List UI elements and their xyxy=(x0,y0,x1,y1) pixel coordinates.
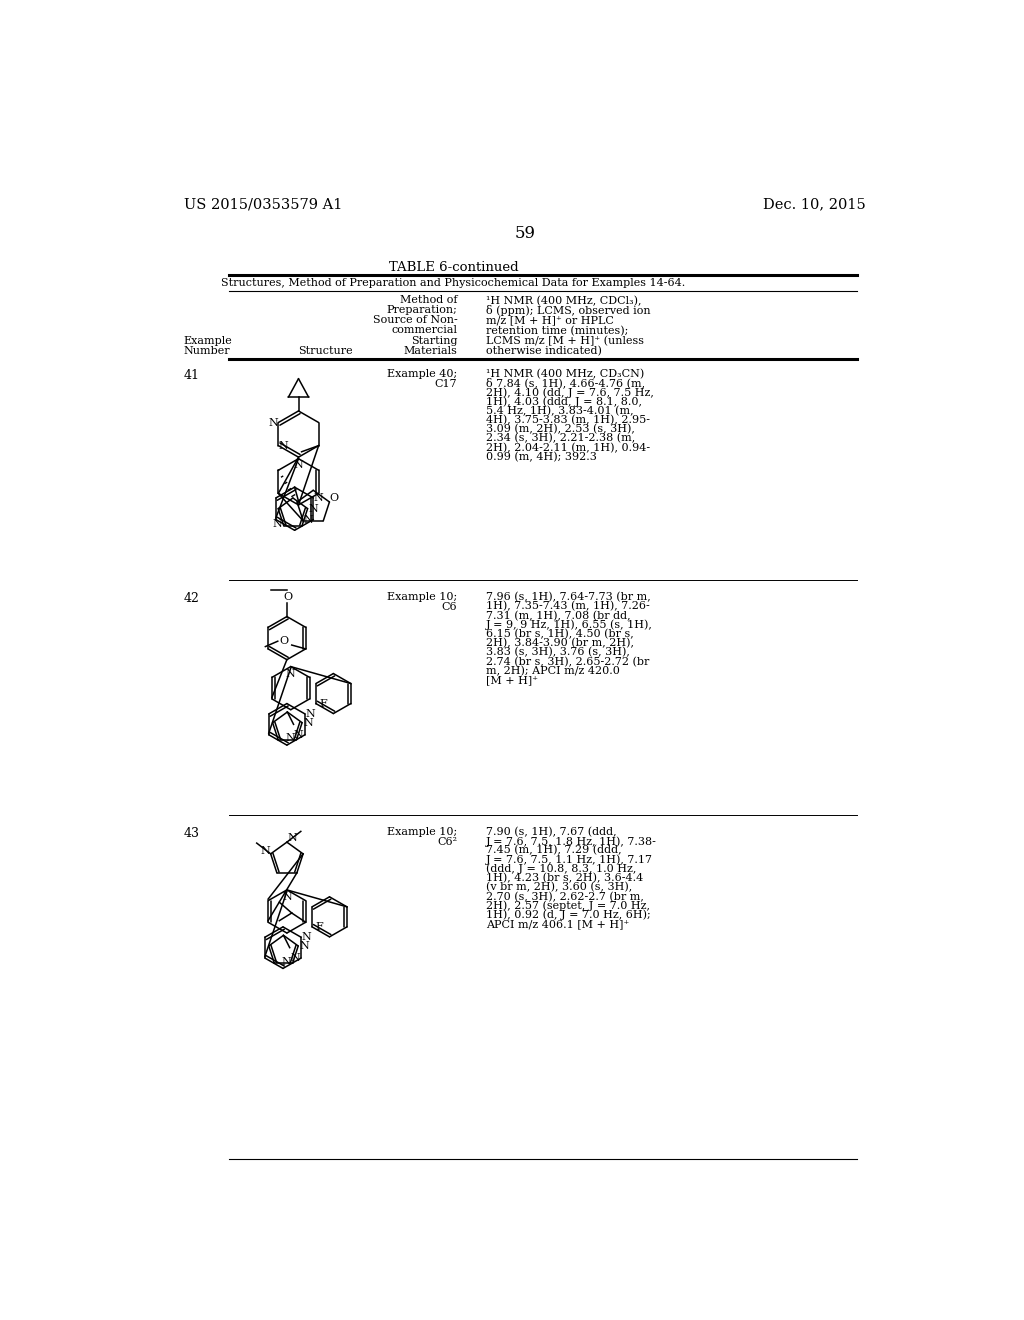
Text: Structures, Method of Preparation and Physicochemical Data for Examples 14-64.: Structures, Method of Preparation and Ph… xyxy=(221,279,686,288)
Text: δ 7.84 (s, 1H), 4.66-4.76 (m,: δ 7.84 (s, 1H), 4.66-4.76 (m, xyxy=(486,378,645,388)
Text: 7.90 (s, 1H), 7.67 (ddd,: 7.90 (s, 1H), 7.67 (ddd, xyxy=(486,826,616,837)
Text: 43: 43 xyxy=(183,826,200,840)
Text: ¹H NMR (400 MHz, CDCl₃),: ¹H NMR (400 MHz, CDCl₃), xyxy=(486,296,642,306)
Text: 1H), 4.23 (br s, 2H), 3.6-4.4: 1H), 4.23 (br s, 2H), 3.6-4.4 xyxy=(486,873,643,883)
Text: N: N xyxy=(294,459,303,470)
Text: Structure: Structure xyxy=(298,346,353,355)
Text: 41: 41 xyxy=(183,368,200,381)
Text: m, 2H); APCI m/z 420.0: m, 2H); APCI m/z 420.0 xyxy=(486,665,620,676)
Text: Dec. 10, 2015: Dec. 10, 2015 xyxy=(763,198,866,211)
Text: 1H), 0.92 (d, J = 7.0 Hz, 6H);: 1H), 0.92 (d, J = 7.0 Hz, 6H); xyxy=(486,909,651,920)
Text: N: N xyxy=(303,718,313,727)
Text: J = 7.6, 7.5, 1.1 Hz, 1H), 7.17: J = 7.6, 7.5, 1.1 Hz, 1H), 7.17 xyxy=(486,854,653,865)
Text: δ (ppm); LCMS, observed ion: δ (ppm); LCMS, observed ion xyxy=(486,305,650,317)
Text: N: N xyxy=(308,504,317,513)
Text: N: N xyxy=(290,953,300,964)
Text: N: N xyxy=(272,519,283,528)
Text: N: N xyxy=(269,417,279,428)
Text: 3.83 (s, 3H), 3.76 (s, 3H),: 3.83 (s, 3H), 3.76 (s, 3H), xyxy=(486,647,630,657)
Text: TABLE 6-continued: TABLE 6-continued xyxy=(389,261,518,275)
Text: APCI m/z 406.1 [M + H]⁺: APCI m/z 406.1 [M + H]⁺ xyxy=(486,919,630,929)
Text: F: F xyxy=(315,921,323,932)
Text: J = 9, 9 Hz, 1H), 6.55 (s, 1H),: J = 9, 9 Hz, 1H), 6.55 (s, 1H), xyxy=(486,619,653,630)
Text: J = 7.6, 7.5, 1.8 Hz, 1H), 7.38-: J = 7.6, 7.5, 1.8 Hz, 1H), 7.38- xyxy=(486,836,657,846)
Text: 1H), 7.35-7.43 (m, 1H), 7.26-: 1H), 7.35-7.43 (m, 1H), 7.26- xyxy=(486,601,650,611)
Text: N: N xyxy=(294,730,304,739)
Text: 0.99 (m, 4H); 392.3: 0.99 (m, 4H); 392.3 xyxy=(486,451,597,462)
Text: N: N xyxy=(279,441,288,450)
Text: N: N xyxy=(288,833,297,842)
Text: 7.96 (s, 1H), 7.64-7.73 (br m,: 7.96 (s, 1H), 7.64-7.73 (br m, xyxy=(486,591,651,602)
Text: commercial: commercial xyxy=(391,326,458,335)
Text: 42: 42 xyxy=(183,591,200,605)
Text: 6.15 (br s, 1H), 4.50 (br s,: 6.15 (br s, 1H), 4.50 (br s, xyxy=(486,628,634,639)
Text: N: N xyxy=(260,846,270,855)
Text: Materials: Materials xyxy=(403,346,458,355)
Text: 2H), 2.04-2.11 (m, 1H), 0.94-: 2H), 2.04-2.11 (m, 1H), 0.94- xyxy=(486,442,650,453)
Text: 2.34 (s, 3H), 2.21-2.38 (m,: 2.34 (s, 3H), 2.21-2.38 (m, xyxy=(486,433,635,444)
Text: 2H), 4.10 (dd, J = 7.6, 7.5 Hz,: 2H), 4.10 (dd, J = 7.6, 7.5 Hz, xyxy=(486,387,654,397)
Text: N: N xyxy=(303,515,313,524)
Text: 7.45 (m, 1H), 7.29 (ddd,: 7.45 (m, 1H), 7.29 (ddd, xyxy=(486,845,622,855)
Text: 7.31 (m, 1H), 7.08 (br dd,: 7.31 (m, 1H), 7.08 (br dd, xyxy=(486,610,631,620)
Text: US 2015/0353579 A1: US 2015/0353579 A1 xyxy=(183,198,342,211)
Text: O: O xyxy=(284,591,293,602)
Text: N: N xyxy=(282,957,291,966)
Text: 2.74 (br s, 3H), 2.65-2.72 (br: 2.74 (br s, 3H), 2.65-2.72 (br xyxy=(486,656,649,667)
Text: Example 10;: Example 10; xyxy=(387,826,458,837)
Text: m/z [M + H]⁺ or HPLC: m/z [M + H]⁺ or HPLC xyxy=(486,315,614,326)
Text: (v br m, 2H), 3.60 (s, 3H),: (v br m, 2H), 3.60 (s, 3H), xyxy=(486,882,632,892)
Text: Method of: Method of xyxy=(400,296,458,305)
Text: Example: Example xyxy=(183,335,232,346)
Text: N: N xyxy=(286,668,296,678)
Text: 2H), 3.84-3.90 (br m, 2H),: 2H), 3.84-3.90 (br m, 2H), xyxy=(486,638,634,648)
Text: 3.09 (m, 2H), 2.53 (s, 3H),: 3.09 (m, 2H), 2.53 (s, 3H), xyxy=(486,424,635,434)
Text: Starting: Starting xyxy=(411,335,458,346)
Text: otherwise indicated): otherwise indicated) xyxy=(486,346,602,356)
Text: N: N xyxy=(302,932,311,942)
Text: Source of Non-: Source of Non- xyxy=(373,315,458,326)
Text: [M + H]⁺: [M + H]⁺ xyxy=(486,675,538,685)
Text: Example 10;: Example 10; xyxy=(387,591,458,602)
Text: 4H), 3.75-3.83 (m, 1H), 2.95-: 4H), 3.75-3.83 (m, 1H), 2.95- xyxy=(486,414,650,425)
Text: N: N xyxy=(300,941,309,950)
Text: F: F xyxy=(319,698,327,709)
Text: N: N xyxy=(314,492,324,503)
Text: 2H), 2.57 (septet, J = 7.0 Hz,: 2H), 2.57 (septet, J = 7.0 Hz, xyxy=(486,900,650,911)
Text: LCMS m/z [M + H]⁺ (unless: LCMS m/z [M + H]⁺ (unless xyxy=(486,335,644,346)
Text: O: O xyxy=(280,636,289,647)
Text: N: N xyxy=(286,734,295,743)
Text: N: N xyxy=(282,892,292,902)
Text: 2.70 (s, 3H), 2.62-2.7 (br m,: 2.70 (s, 3H), 2.62-2.7 (br m, xyxy=(486,891,644,902)
Text: Example 40;: Example 40; xyxy=(387,368,458,379)
Text: 5.4 Hz, 1H), 3.83-4.01 (m,: 5.4 Hz, 1H), 3.83-4.01 (m, xyxy=(486,405,634,416)
Text: C6: C6 xyxy=(441,602,458,612)
Text: retention time (minutes);: retention time (minutes); xyxy=(486,326,629,335)
Text: 59: 59 xyxy=(514,226,536,243)
Text: Preparation;: Preparation; xyxy=(386,305,458,315)
Text: Number: Number xyxy=(183,346,230,355)
Text: 1H), 4.03 (ddd, J = 8.1, 8.0,: 1H), 4.03 (ddd, J = 8.1, 8.0, xyxy=(486,396,642,407)
Text: C6²: C6² xyxy=(437,837,458,846)
Text: C17: C17 xyxy=(435,379,458,388)
Text: N: N xyxy=(305,709,315,719)
Text: O: O xyxy=(330,492,339,503)
Text: (ddd, J = 10.8, 8.3, 1.0 Hz,: (ddd, J = 10.8, 8.3, 1.0 Hz, xyxy=(486,863,637,874)
Text: ¹H NMR (400 MHz, CD₃CN): ¹H NMR (400 MHz, CD₃CN) xyxy=(486,368,644,379)
